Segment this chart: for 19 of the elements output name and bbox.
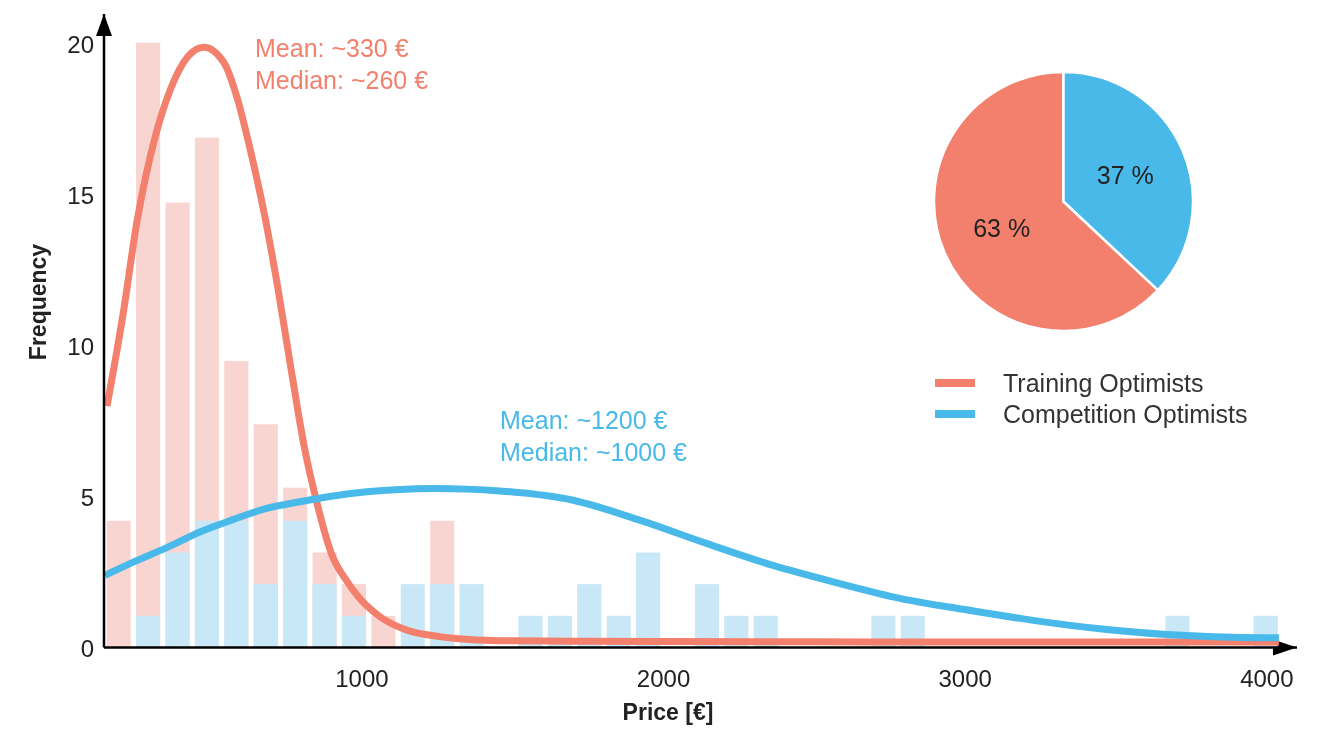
annotation: Median: ~260 € [255,66,429,94]
y-tick-label: 10 [67,332,94,360]
x-tick-label: 2000 [636,664,691,692]
x-tick-label: 3000 [938,664,992,692]
y-tick-label: 5 [80,483,94,511]
annotation: Mean: ~330 € [255,34,409,62]
data-label: 37 % [1096,160,1154,189]
x-tick-label: 1000 [335,664,389,692]
annotation: Mean: ~1200 € [500,406,668,434]
annotation: Median: ~1000 € [500,438,688,466]
x-axis-title: Price [€] [622,699,714,725]
x-tick-label: 4000 [1240,664,1294,692]
y-tick-label: 20 [67,30,94,58]
legend-label: Competition Optimists [1003,400,1248,428]
data-label: 63 % [973,214,1031,243]
y-tick-label: 15 [67,181,94,209]
y-axis-title: Frequency [25,243,51,361]
legend-label: Training Optimists [1003,369,1204,397]
y-tick-label: 0 [80,634,94,661]
